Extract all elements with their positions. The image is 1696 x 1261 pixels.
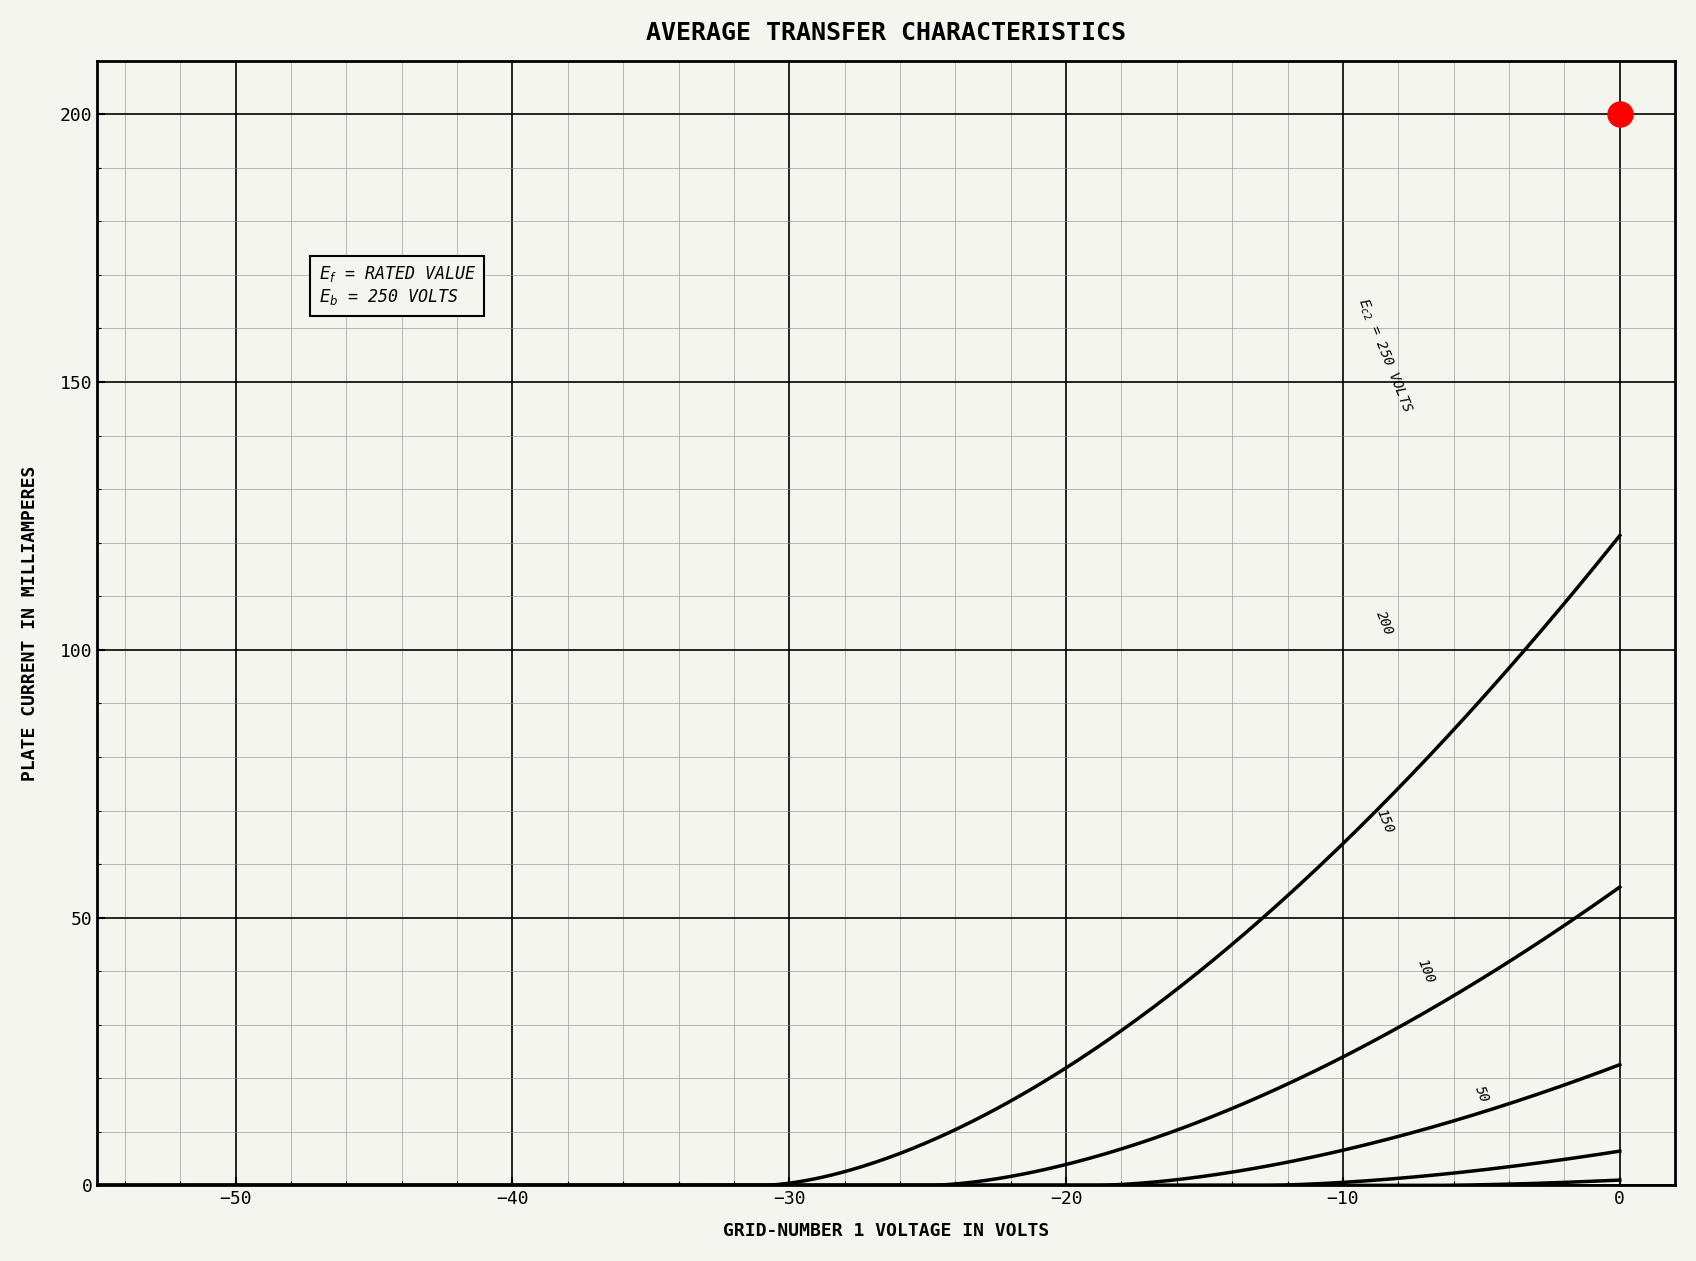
Y-axis label: PLATE CURRENT IN MILLIAMPERES: PLATE CURRENT IN MILLIAMPERES [20, 465, 39, 781]
Text: $E_f$ = RATED VALUE
$E_b$ = 250 VOLTS: $E_f$ = RATED VALUE $E_b$ = 250 VOLTS [319, 265, 477, 308]
Text: 150: 150 [1374, 807, 1396, 836]
Text: $E_{c2}$ = 250 VOLTS: $E_{c2}$ = 250 VOLTS [1353, 295, 1414, 415]
Title: AVERAGE TRANSFER CHARACTERISTICS: AVERAGE TRANSFER CHARACTERISTICS [646, 21, 1126, 45]
Text: 200: 200 [1374, 609, 1396, 637]
X-axis label: GRID-NUMBER 1 VOLTAGE IN VOLTS: GRID-NUMBER 1 VOLTAGE IN VOLTS [722, 1222, 1050, 1240]
Text: 100: 100 [1414, 957, 1437, 985]
Text: 50: 50 [1472, 1084, 1491, 1105]
